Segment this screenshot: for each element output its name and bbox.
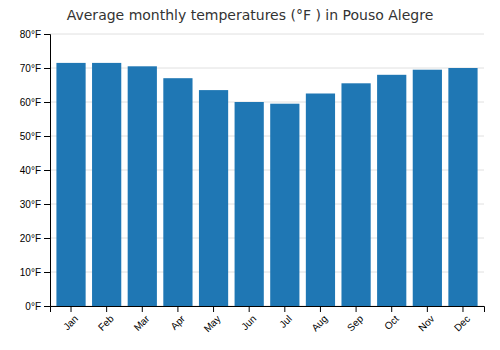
tick: Dec bbox=[452, 306, 472, 333]
tick-label: 50°F bbox=[20, 131, 41, 142]
tick: Nov bbox=[416, 306, 436, 333]
tick-mark bbox=[44, 68, 50, 69]
bar bbox=[163, 78, 192, 306]
bar bbox=[56, 63, 85, 306]
bar bbox=[413, 70, 442, 306]
tick: 50°F bbox=[20, 131, 50, 142]
tick-label: Jul bbox=[277, 313, 294, 330]
tick: 10°F bbox=[20, 267, 50, 278]
tick-mark bbox=[284, 306, 285, 312]
tick-label: Sep bbox=[345, 313, 366, 334]
tick-label: Apr bbox=[168, 313, 187, 332]
tick-mark bbox=[320, 306, 321, 312]
tick-label: Jan bbox=[61, 313, 80, 332]
chart: Average monthly temperatures (°F ) in Po… bbox=[0, 0, 500, 350]
bar bbox=[448, 68, 477, 306]
bar bbox=[341, 83, 370, 306]
tick-mark bbox=[427, 306, 428, 312]
tick: 0°F bbox=[25, 301, 50, 312]
tick-label: 80°F bbox=[20, 29, 41, 40]
bar bbox=[377, 75, 406, 306]
tick-label: 40°F bbox=[20, 165, 41, 176]
tick: 80°F bbox=[20, 29, 50, 40]
tick-label: 20°F bbox=[20, 233, 41, 244]
tick: May bbox=[202, 306, 223, 334]
title: Average monthly temperatures (°F ) in Po… bbox=[67, 7, 434, 23]
tick: Jan bbox=[61, 306, 80, 332]
tick-label: May bbox=[202, 313, 223, 334]
bar bbox=[92, 63, 121, 306]
tick-label: Mar bbox=[132, 313, 152, 333]
tick-mark bbox=[44, 170, 50, 171]
tick-mark bbox=[71, 306, 72, 312]
tick: Jul bbox=[277, 306, 294, 330]
tick-mark bbox=[106, 306, 107, 312]
tick-label: 60°F bbox=[20, 97, 41, 108]
tick: Oct bbox=[382, 306, 401, 332]
tick-mark bbox=[462, 306, 463, 312]
bar bbox=[235, 102, 264, 306]
tick-mark bbox=[44, 306, 50, 307]
tick: Aug bbox=[309, 306, 329, 333]
tick-label: 70°F bbox=[20, 63, 41, 74]
tick: 60°F bbox=[20, 97, 50, 108]
bar bbox=[306, 94, 335, 307]
tick: Sep bbox=[345, 306, 366, 333]
axis-line bbox=[51, 307, 485, 313]
tick-label: Aug bbox=[309, 313, 329, 333]
tick-label: 30°F bbox=[20, 199, 41, 210]
axis-line bbox=[44, 35, 51, 307]
tick-mark bbox=[44, 272, 50, 273]
tick-mark bbox=[249, 306, 250, 312]
tick-label: Oct bbox=[382, 313, 401, 332]
tick-label: Nov bbox=[416, 313, 436, 333]
tick: Jun bbox=[239, 306, 258, 332]
tick-label: Jun bbox=[239, 313, 258, 332]
tick-label: 10°F bbox=[20, 267, 41, 278]
tick-mark bbox=[44, 136, 50, 137]
tick: 30°F bbox=[20, 199, 50, 210]
tick-mark bbox=[142, 306, 143, 312]
tick: Mar bbox=[132, 306, 152, 333]
bars bbox=[56, 63, 477, 306]
tick-mark bbox=[44, 102, 50, 103]
tick-label: Feb bbox=[96, 313, 116, 333]
tick-mark bbox=[44, 204, 50, 205]
tick: 20°F bbox=[20, 233, 50, 244]
tick: Apr bbox=[168, 306, 187, 332]
bar bbox=[128, 66, 157, 306]
plot: 0°F 10°F 20°F 30°F 40°F 50°F 60°F 70°F 80°F Jan Fe… bbox=[20, 29, 485, 335]
bar bbox=[199, 90, 228, 306]
x-axis: Jan Feb Mar Apr May Jun Jul Aug Sep Oct Nov Dec bbox=[51, 306, 485, 334]
tick-mark bbox=[391, 306, 392, 312]
grid bbox=[50, 34, 484, 306]
grid-line bbox=[50, 34, 484, 35]
tick-mark bbox=[44, 238, 50, 239]
tick: 40°F bbox=[20, 165, 50, 176]
tick-label: 0°F bbox=[25, 301, 41, 312]
y-axis: 0°F 10°F 20°F 30°F 40°F 50°F 60°F 70°F 80°F bbox=[20, 29, 51, 312]
tick: Feb bbox=[96, 306, 116, 333]
tick-mark bbox=[177, 306, 178, 312]
bar bbox=[270, 104, 299, 306]
tick-mark bbox=[213, 306, 214, 312]
tick-mark bbox=[356, 306, 357, 312]
tick-label: Dec bbox=[452, 313, 472, 333]
tick: 70°F bbox=[20, 63, 50, 74]
tick-mark bbox=[44, 34, 50, 35]
